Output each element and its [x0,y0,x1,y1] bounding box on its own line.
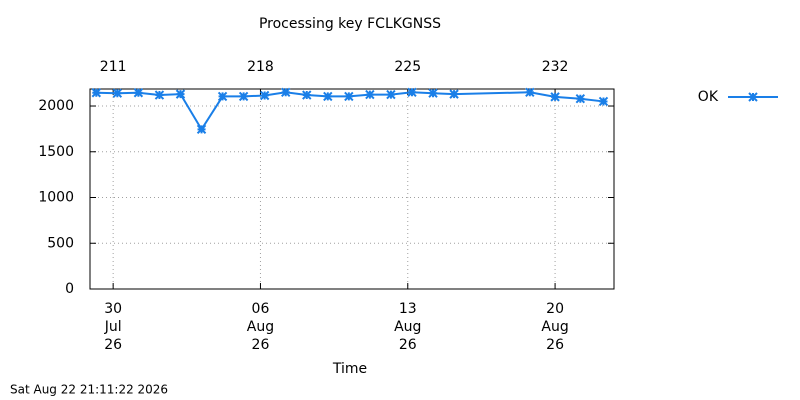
point-marker [386,89,396,100]
x-tick-label: 20 Aug 26 [541,301,568,353]
plot-frame [89,88,615,290]
point-marker [259,90,270,101]
point-marker [302,90,312,100]
x2-tick-label: 232 [542,59,569,75]
point-marker [525,87,535,98]
x-tick-label: 30 Jul 26 [104,301,122,353]
point-marker [133,88,144,98]
footer: Sat Aug 22 21:11:22 2026 [10,383,168,397]
y-tick-label: 500 [47,235,74,251]
y-tick-label: 1500 [38,144,74,160]
point-marker [175,89,186,99]
x2-tick-label: 218 [247,59,274,75]
x-tick-label: 06 Aug 26 [247,301,274,353]
point-marker [154,90,165,100]
x-axis-label: Time [332,361,367,377]
series-line [96,91,604,132]
point-marker [196,124,207,135]
x2-tick-label: 225 [394,59,421,75]
point-marker [112,88,123,98]
x-tick-label: 13 Aug 26 [394,301,421,353]
point-marker [238,91,249,102]
point-marker [428,88,438,98]
y-tick-label: 2000 [38,98,74,114]
legend-marker [748,92,758,102]
point-marker [281,87,291,98]
legend-label: OK [698,89,719,105]
y-tick-label: 0 [65,281,74,297]
point-marker [323,91,333,102]
chart-title: Processing key FCLKGNSS [259,16,441,32]
point-marker [575,93,586,104]
point-marker [217,91,228,102]
y-tick-label: 1000 [38,190,74,206]
point-marker [91,88,102,98]
point-marker [407,87,417,98]
point-marker [550,92,560,102]
point-marker [598,96,609,107]
point-marker [365,89,375,100]
point-marker [344,91,354,102]
point-marker [449,89,459,99]
x2-tick-label: 211 [100,59,127,75]
